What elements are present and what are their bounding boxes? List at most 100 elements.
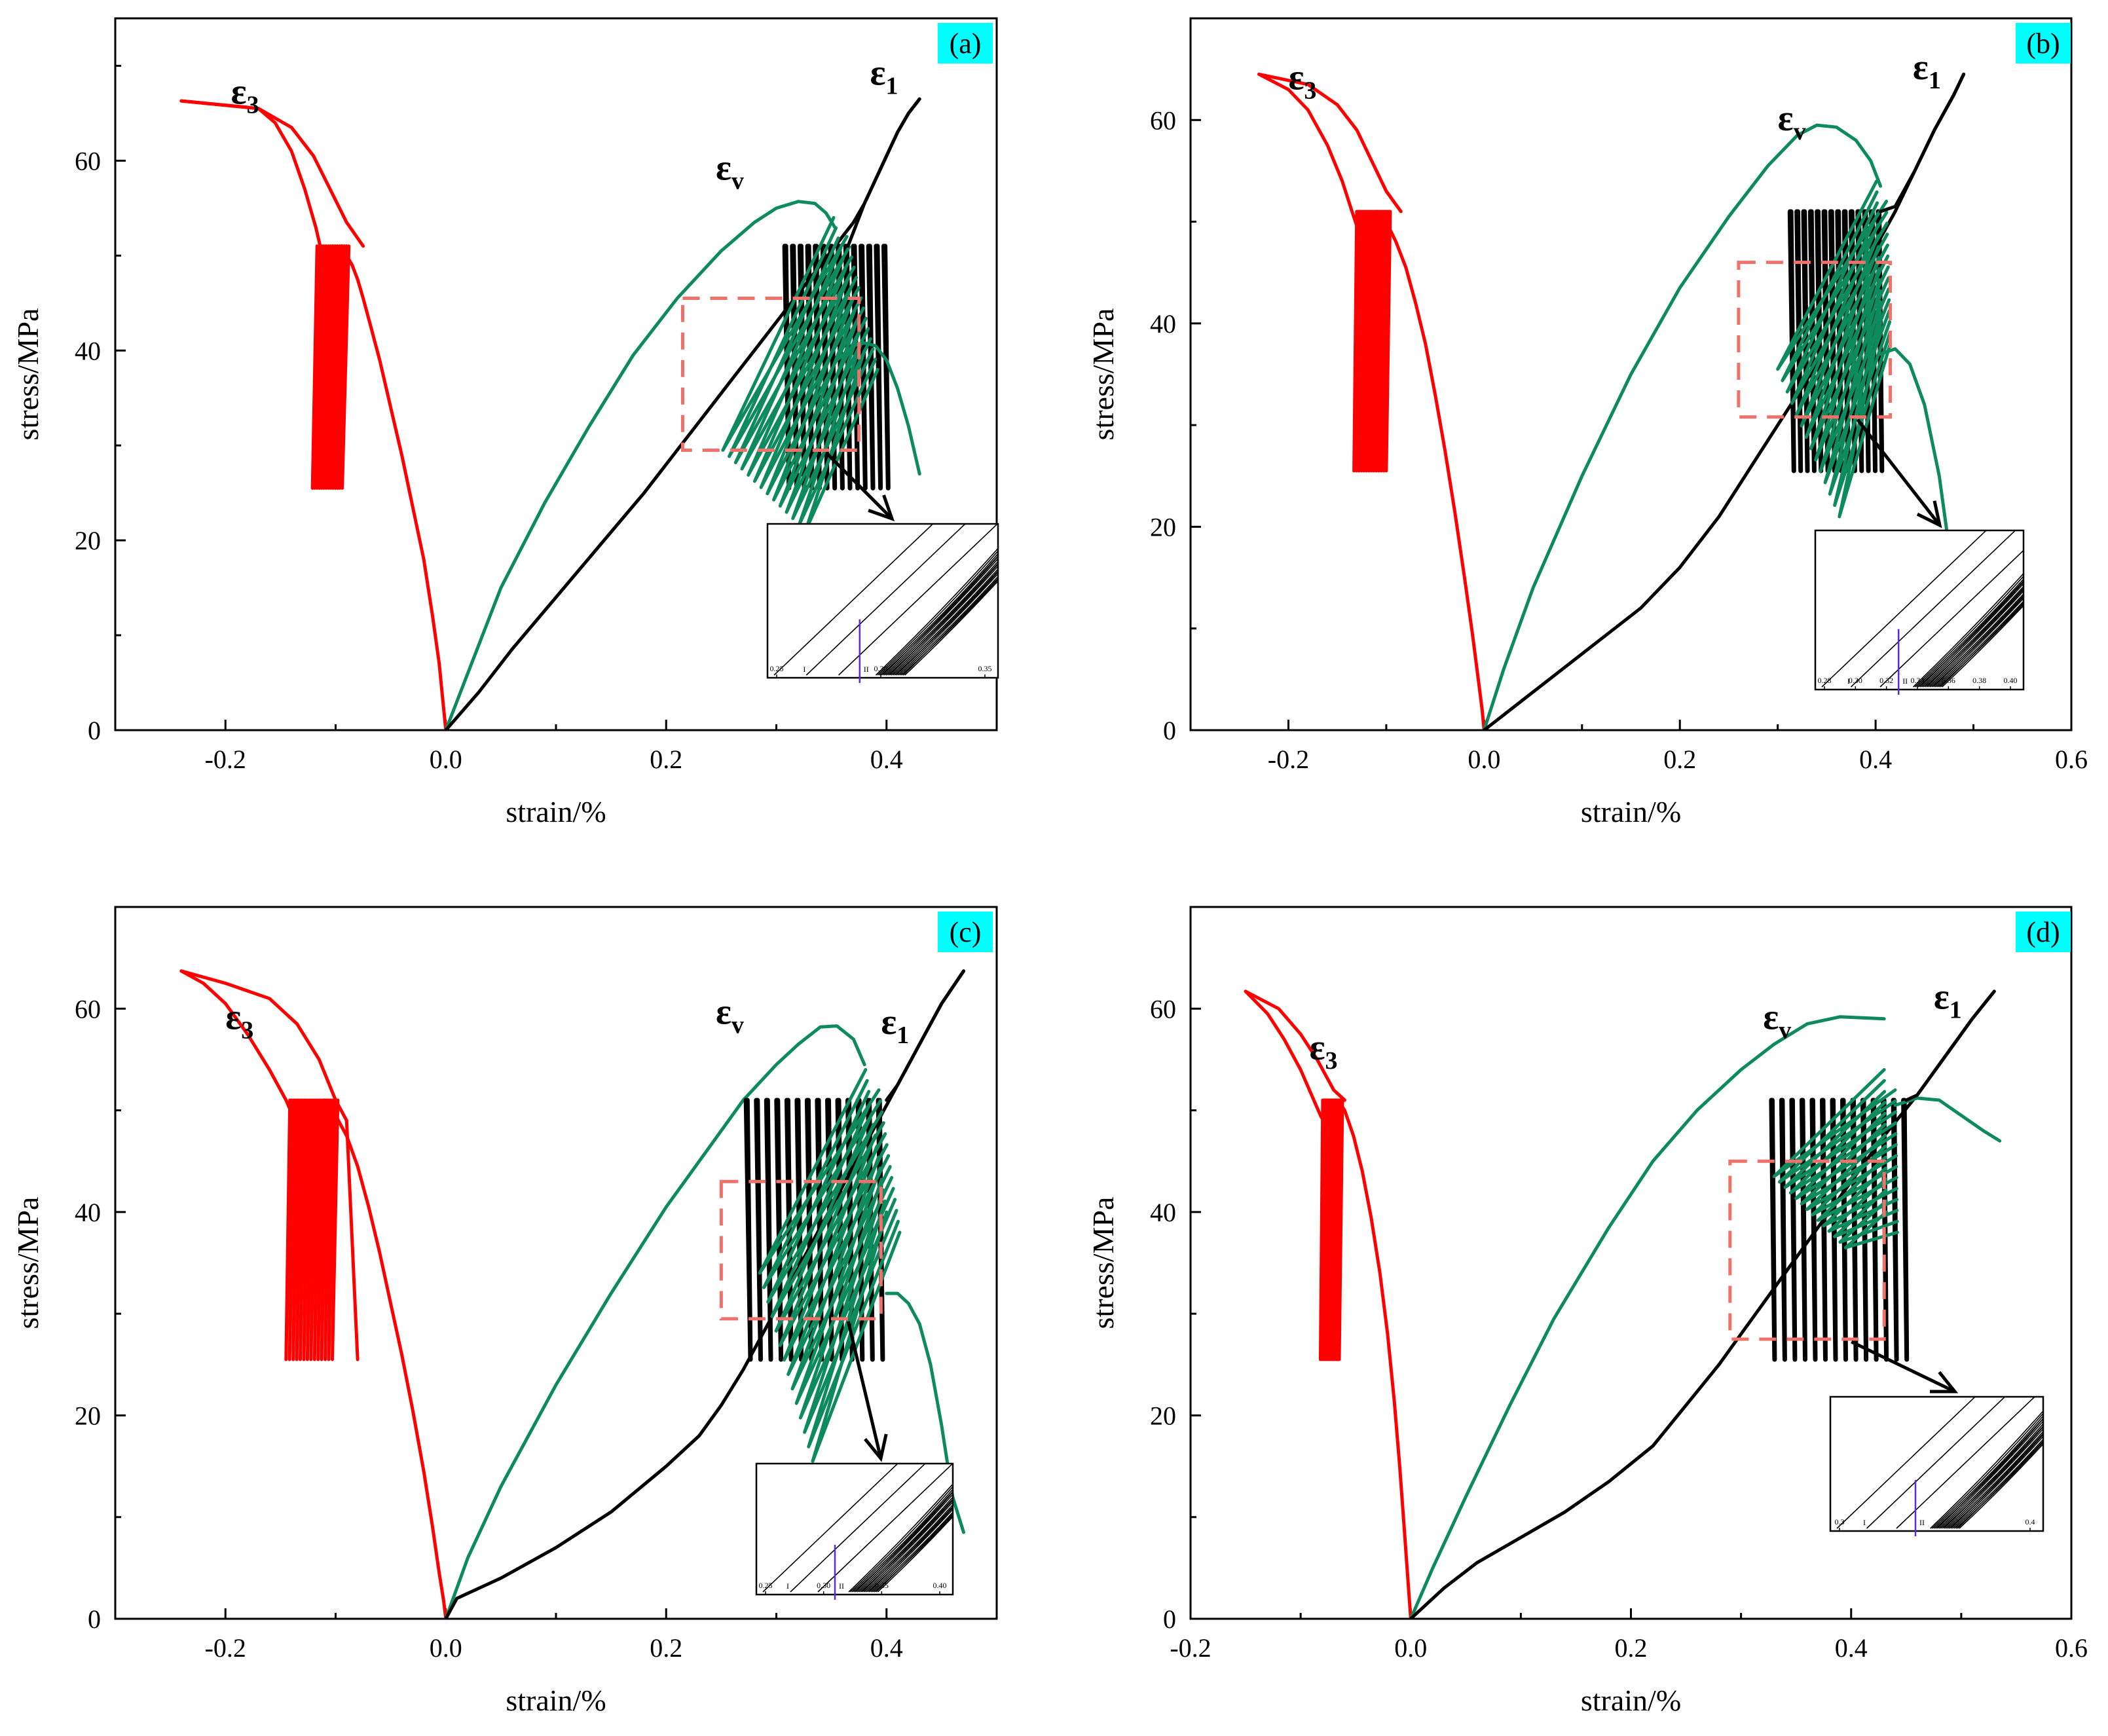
y-tick-label: 40 [75, 336, 101, 365]
inset-tick-label: 0.28 [1818, 676, 1832, 685]
inset-lines [1836, 1397, 2043, 1529]
inset-dense-line [1929, 593, 2024, 688]
eps3-label-subscript: 3 [1304, 77, 1316, 105]
zoom-arrow-head [1916, 500, 1942, 528]
x-tick-label: 0.4 [870, 745, 903, 774]
x-axis-title: strain/% [506, 795, 606, 828]
cycle-loop-e3 [1352, 210, 1360, 473]
inset-dense-line [1952, 1435, 2043, 1529]
y-tick-label: 0 [88, 1604, 101, 1634]
panel-tag-background [938, 912, 993, 952]
inset-lines [1821, 530, 2024, 688]
cycle-loop-e3 [1375, 210, 1382, 473]
zoom-arrow-head [864, 1433, 888, 1462]
eps3-label-subscript: 3 [241, 1016, 253, 1044]
inset-dense-line [1942, 604, 2024, 688]
series-line-e3 [1244, 989, 1413, 1619]
post-branch-e1 [846, 97, 921, 248]
plot-frame [1189, 17, 2073, 731]
y-tick-label: 20 [1150, 1401, 1176, 1430]
inset-dense-line [1914, 575, 2024, 688]
cycle-loop-e3 [1362, 210, 1370, 473]
eps3-label: ε3 [231, 71, 259, 119]
cyclic-loops-e3 [310, 244, 351, 490]
post-branch-e1 [1904, 989, 1996, 1102]
cycle-loop-e3 [1359, 210, 1367, 473]
eps3-label: ε3 [1288, 58, 1316, 105]
eps1-label: ε1 [1913, 47, 1941, 94]
inset-dense-line [1933, 1415, 2043, 1529]
inset-dense-line [1931, 1413, 2043, 1529]
cycle-loop-e1 [1807, 209, 1817, 473]
epsv-label-subscript: v [731, 167, 744, 194]
post-branch-e3 [179, 969, 360, 1361]
inset-dense-line [896, 570, 998, 676]
zoom-arrow [1851, 1340, 1956, 1394]
inset-dense-line [850, 1485, 953, 1593]
cycle-loop-e1 [866, 244, 876, 490]
y-tick-label: 40 [75, 1198, 101, 1227]
inset-dense-line [868, 1505, 953, 1593]
cycle-loop-e1 [820, 244, 830, 490]
inset-dense-line [1938, 1420, 2043, 1529]
inset-dense-line [902, 577, 998, 676]
series-line-ev [444, 200, 837, 730]
eps3-label: ε3 [225, 997, 253, 1044]
epsv-label-subscript: v [1794, 118, 1806, 145]
cycle-loop-e1 [866, 1098, 875, 1362]
x-tick-label: 0.0 [1394, 1633, 1427, 1663]
panel-tag: (d) [2026, 916, 2060, 948]
panel-tag: (b) [2026, 28, 2060, 60]
cycle-loop-e1 [1787, 209, 1796, 473]
cycle-loop-e3 [302, 1098, 311, 1361]
inset-dense-line [870, 1508, 953, 1593]
cycle-loop-e1 [1901, 1098, 1910, 1362]
eps3-label-subscript: 3 [247, 91, 259, 119]
x-tick-label: 0.0 [1468, 745, 1500, 774]
post-branch-e3 [1244, 989, 1346, 1102]
inset-sparse-line [1866, 1397, 2006, 1529]
cycle-loop-e1 [1870, 1098, 1879, 1362]
inset-dense-line [904, 580, 998, 676]
eps1-label-subscript: 1 [1929, 67, 1941, 94]
cycle-loop-e3 [316, 1098, 325, 1361]
cycle-loop-e3 [320, 1098, 329, 1361]
zoom-box [680, 297, 861, 452]
inset-dense-line [1943, 1425, 2043, 1529]
epsv-label: εv [716, 147, 744, 194]
cycle-loop-e1 [764, 1098, 773, 1362]
cycle-loop-ev [807, 1199, 900, 1449]
zoom-arrow-head [1930, 1371, 1959, 1394]
curves [179, 969, 965, 1619]
inset-tick-label: 0.30 [874, 664, 888, 673]
x-tick-label: -0.2 [1268, 745, 1309, 774]
inset-dense-line [1926, 587, 2024, 688]
cycle-loop-e1 [794, 1098, 804, 1362]
cyclic-loops-ev [758, 1068, 902, 1463]
inset-dense-line [892, 568, 998, 676]
post-branch-e3 [1257, 72, 1403, 213]
curves [1244, 989, 2002, 1619]
cycle-loop-e3 [341, 244, 351, 490]
inset-marker-II: II [864, 665, 869, 674]
cycle-loop-e1 [743, 1098, 753, 1362]
cycle-loop-e1 [774, 1098, 784, 1362]
panel-tag-background [938, 23, 993, 64]
chart-panel-1: -0.2 0.0 0.2 0.4 0 20 40 60 strain/% stress/MPa 0.… [11, 17, 999, 828]
inset-sparse-line [838, 524, 998, 676]
y-tick-label: 0 [1163, 1604, 1176, 1634]
cycle-loop-e3 [284, 1098, 293, 1361]
inset-dense-line [1928, 590, 2024, 688]
inset-sparse-line [1836, 1397, 1976, 1529]
inset-dense-line [1933, 595, 2024, 688]
cycle-loop-e3 [1367, 210, 1375, 473]
inset-marker-II: II [839, 1581, 844, 1591]
inset-marker-I: I [803, 665, 805, 674]
y-axis-title: stress/MPa [11, 1197, 45, 1329]
series-line-ev [444, 1024, 866, 1619]
cycle-loop-ev [1843, 1210, 1899, 1249]
inset-dense-line [1916, 578, 2024, 688]
eps1-label: ε1 [870, 52, 898, 100]
cycle-loop-e1 [1779, 1098, 1787, 1362]
